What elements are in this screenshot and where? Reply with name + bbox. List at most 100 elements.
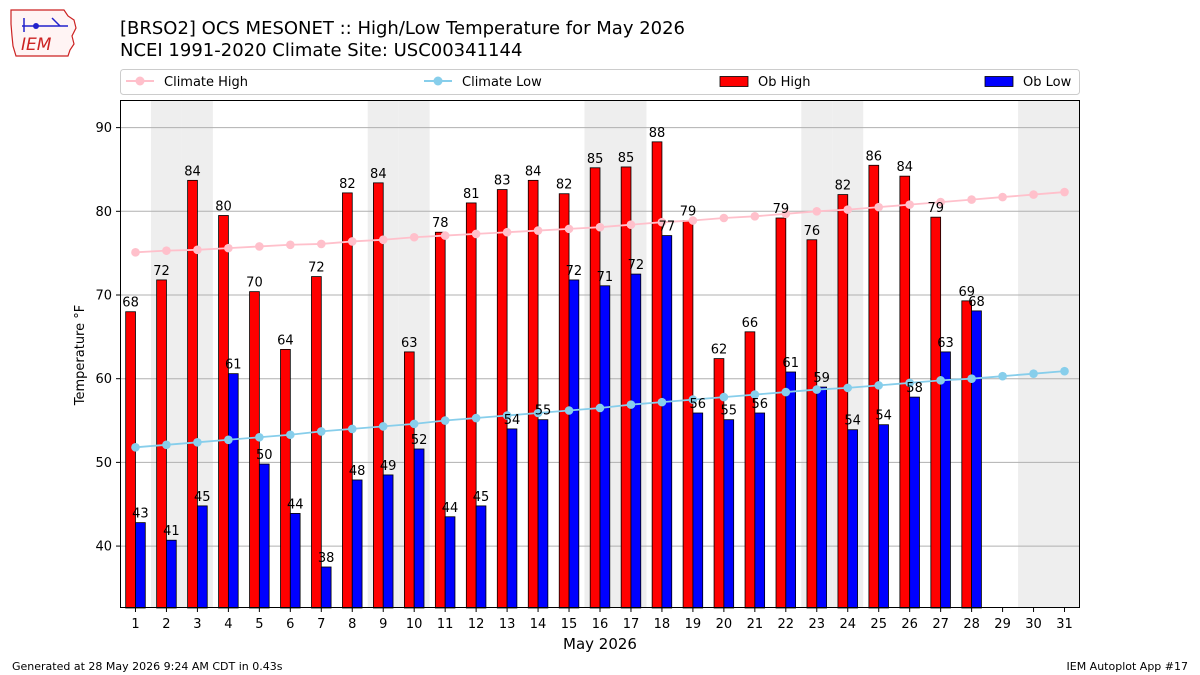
climate-high-point	[1029, 190, 1038, 199]
climate-high-point	[843, 205, 853, 214]
climate-high-point	[688, 216, 698, 225]
ob-high-bar	[403, 351, 415, 609]
ob-low-value-label: 41	[163, 524, 180, 539]
y-tick-label: 80	[95, 205, 112, 220]
ob-low-bar	[258, 463, 270, 609]
climate-high-point	[998, 192, 1007, 202]
climate-high-point	[316, 239, 326, 249]
x-tick-label: 17	[623, 617, 640, 632]
ob-high-value-label: 84	[525, 164, 542, 179]
x-tick-label: 30	[1025, 617, 1042, 632]
climate-high-point	[255, 242, 264, 251]
climate-high-point	[564, 224, 574, 234]
ob-high-bar	[744, 331, 756, 609]
weekend-shade-day-30	[1018, 100, 1050, 608]
climate-low-point	[843, 383, 853, 393]
climate-low-point	[812, 385, 822, 394]
ob-high-value-label: 78	[432, 216, 449, 231]
ob-low-value-label: 72	[566, 264, 583, 279]
weekend-shade-day-31	[1049, 100, 1080, 608]
x-tick-label: 29	[994, 617, 1011, 632]
ob-low-value-label: 43	[132, 507, 149, 522]
x-tick-label: 15	[561, 617, 578, 632]
x-tick-label: 11	[437, 617, 454, 632]
ob-low-value-label: 50	[256, 448, 273, 463]
climate-low-point	[967, 374, 976, 383]
ob-low-value-label: 44	[442, 501, 459, 516]
climate-high-point	[193, 245, 202, 255]
climate-low-point	[595, 403, 605, 413]
ob-low-value-label: 77	[659, 220, 676, 235]
ob-low-bar	[444, 516, 456, 609]
y-tick-label: 60	[95, 372, 112, 387]
x-tick-label: 4	[224, 617, 232, 632]
ob-low-value-label: 54	[504, 413, 521, 428]
climate-high-point	[378, 235, 388, 245]
climate-low-point	[626, 400, 636, 409]
ob-low-bar	[289, 513, 301, 609]
ob-low-value-label: 52	[411, 433, 428, 448]
climate-low-point	[440, 416, 450, 425]
ob-high-value-label: 63	[401, 336, 418, 351]
climate-low-point	[193, 437, 202, 447]
ob-low-bar	[692, 412, 704, 609]
ob-high-bar	[558, 193, 570, 609]
ob-low-bar	[940, 351, 951, 609]
x-tick-label: 27	[932, 617, 949, 632]
x-tick-label: 22	[778, 617, 795, 632]
climate-low-point	[719, 392, 729, 402]
ob-low-bar	[568, 279, 580, 609]
climate-low-point	[657, 397, 667, 407]
climate-high-point	[719, 213, 729, 223]
ob-high-value-label: 66	[742, 316, 759, 331]
climate-high-point	[502, 227, 512, 237]
climate-low-point	[378, 422, 388, 431]
ob-high-value-label: 64	[277, 333, 294, 348]
ob-low-bar	[135, 522, 146, 609]
x-tick-label: 12	[468, 617, 485, 632]
ob-low-value-label: 56	[751, 397, 768, 412]
climate-low-point	[533, 408, 543, 418]
ob-low-bar	[506, 428, 518, 609]
x-tick-label: 8	[348, 617, 356, 632]
bar-value-labels: 68 72 84 80 70 64 72 82 84 63 78 81 83 84 82 85 85 88 79 62…	[122, 126, 984, 566]
ob-low-value-label: 55	[535, 404, 552, 419]
ob-low-bar	[909, 396, 920, 609]
y-tick-label: 40	[95, 540, 112, 555]
climate-low-point	[750, 390, 760, 399]
climate-low-point	[998, 371, 1007, 381]
chart-title: [BRSO2] OCS MESONET :: High/Low Temperat…	[120, 18, 686, 39]
ob-low-value-label: 59	[813, 371, 830, 386]
y-tick-label: 70	[95, 288, 112, 303]
ob-high-value-label: 82	[339, 177, 356, 192]
ob-low-bar	[382, 474, 394, 609]
ob-high-value-label: 83	[494, 174, 511, 189]
ob-high-bar	[218, 215, 229, 609]
ob-low-bar	[197, 505, 208, 609]
climate-high-point	[131, 248, 140, 257]
iem-logo: IEM	[10, 9, 77, 57]
ob-high-value-label: 69	[958, 285, 975, 300]
ob-high-value-label: 88	[649, 126, 666, 141]
ob-low-bar	[754, 412, 766, 609]
climate-low-point	[131, 443, 140, 452]
climate-high-point	[750, 212, 760, 221]
legend-label: Climate High	[164, 75, 248, 90]
ob-high-value-label: 79	[927, 201, 944, 216]
climate-high-point	[657, 217, 667, 227]
x-tick-label: 2	[162, 617, 170, 632]
ob-low-bar	[166, 539, 177, 609]
ob-high-value-label: 84	[370, 167, 387, 182]
x-tick-label: 24	[839, 617, 856, 632]
ob-high-bar	[620, 166, 632, 609]
legend-climate-high: Climate High	[126, 75, 248, 90]
legend-ob-low: Ob Low	[984, 75, 1072, 90]
ob-high-bar	[527, 179, 539, 609]
legend-ob-high: Ob High	[719, 75, 811, 90]
legend-frame	[120, 69, 1080, 95]
climate-high-point	[162, 246, 171, 255]
ob-high-value-label: 80	[215, 199, 232, 214]
climate-low-point	[409, 419, 419, 429]
climate-low-point	[874, 381, 884, 390]
